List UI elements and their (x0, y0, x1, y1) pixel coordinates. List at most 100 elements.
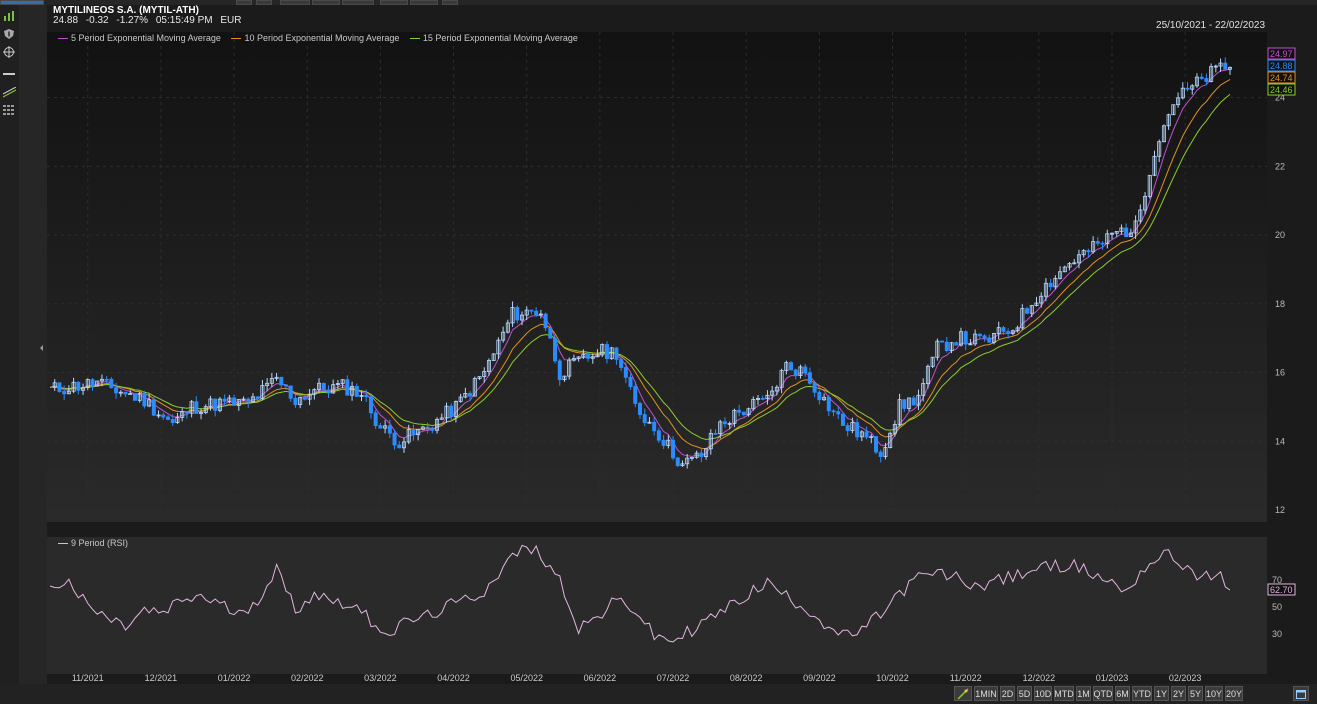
top-tab[interactable] (342, 0, 374, 5)
range-button-6m[interactable]: 6M (1115, 686, 1130, 701)
rsi-line (49, 544, 1231, 643)
candle-body (1029, 305, 1034, 314)
date-tick-label: 01/2023 (1096, 673, 1129, 683)
candle-body (128, 393, 133, 395)
horizontal-line-icon[interactable] (1, 67, 17, 81)
candle-body (878, 451, 883, 457)
top-tab[interactable] (256, 0, 272, 5)
top-tab[interactable] (236, 0, 252, 5)
top-tab[interactable] (442, 0, 458, 5)
candle-body (807, 372, 812, 384)
candle-body (397, 444, 402, 449)
range-button-10d[interactable]: 10D (1034, 686, 1052, 701)
candle-body (425, 426, 430, 429)
candle-body (246, 398, 251, 403)
top-tab[interactable] (410, 0, 438, 5)
panel-collapse-handle[interactable] (19, 5, 47, 685)
range-button-2d[interactable]: 2D (1000, 686, 1015, 701)
shield-icon[interactable] (1, 27, 17, 41)
candle-body (147, 399, 152, 407)
candle-body (477, 376, 482, 379)
range-button-10y[interactable]: 10Y (1205, 686, 1223, 701)
top-toolbar-strip (0, 0, 1317, 5)
legend-label: 10 Period Exponential Moving Average (244, 33, 400, 43)
top-tab[interactable] (280, 0, 310, 5)
candle-body (1091, 241, 1096, 253)
candle-body (619, 359, 624, 368)
bar-chart-icon[interactable] (1, 9, 17, 23)
range-button-1y[interactable]: 1Y (1154, 686, 1169, 701)
candle-body (321, 382, 326, 391)
top-tab[interactable] (380, 0, 408, 5)
candle-body (496, 339, 501, 355)
date-tick-label: 12/2022 (1023, 673, 1056, 683)
candle-body (331, 384, 336, 394)
candle-body (501, 331, 506, 341)
candle-body (444, 405, 449, 419)
range-button-1m[interactable]: 1M (1076, 686, 1091, 701)
candle-body (774, 386, 779, 392)
legend-swatch (409, 38, 420, 40)
candle-body (76, 381, 81, 391)
top-tab[interactable] (312, 0, 340, 5)
date-tick-label: 11/2021 (72, 673, 104, 683)
candle-body (1048, 282, 1053, 288)
price-tick-label: 12 (1275, 505, 1285, 515)
chart-legend: 5 Period Exponential Moving Average 10 P… (58, 33, 586, 43)
grid-icon[interactable] (1, 103, 17, 117)
candle-body (52, 382, 57, 388)
candle-body (789, 362, 794, 371)
candle-body (1020, 308, 1025, 329)
candle-body (647, 421, 652, 424)
range-button-5d[interactable]: 5D (1017, 686, 1032, 701)
candle-body (180, 411, 185, 418)
calendar-icon[interactable] (1293, 686, 1309, 701)
date-range: 25/10/2021 - 22/02/2023 (1156, 20, 1265, 31)
candle-body (1053, 278, 1058, 288)
range-button-1min[interactable]: 1MIN (974, 686, 998, 701)
candle-body (114, 387, 119, 394)
range-button-qtd[interactable]: QTD (1093, 686, 1113, 701)
date-tick-label: 01/2022 (218, 673, 251, 683)
grid-lines (47, 32, 1267, 522)
candle-body (265, 382, 270, 386)
date-tick-label: 03/2022 (364, 673, 397, 683)
candle-body (524, 309, 529, 316)
candle-body (954, 342, 959, 346)
range-button-5y[interactable]: 5Y (1188, 686, 1203, 701)
candle-body (99, 378, 104, 382)
legend-item[interactable]: 15 Period Exponential Moving Average (409, 33, 578, 43)
candle-body (722, 421, 727, 425)
trend-line-icon[interactable] (1, 85, 17, 99)
candle-body (288, 385, 293, 399)
candle-body (1039, 295, 1044, 304)
candle-body (439, 417, 444, 420)
candle-body (600, 344, 605, 356)
range-button-2y[interactable]: 2Y (1171, 686, 1186, 701)
candle-body (595, 354, 600, 358)
draw-tool-icon[interactable] (954, 686, 972, 701)
legend-item[interactable]: 10 Period Exponential Moving Average (231, 33, 399, 43)
candle-body (751, 399, 756, 410)
legend-item[interactable]: 5 Period Exponential Moving Average (58, 33, 221, 43)
candle-body (1190, 85, 1195, 90)
range-button-ytd[interactable]: YTD (1132, 686, 1152, 701)
candle-body (203, 406, 208, 413)
candle-body (571, 358, 576, 361)
crosshair-icon[interactable] (1, 45, 17, 59)
top-tab-active[interactable] (0, 0, 44, 5)
price-chart[interactable]: 12 14 16 18 20 22 24 30 50 70 11/2021 12/2021 01/2… (47, 5, 1317, 684)
range-button-20y[interactable]: 20Y (1225, 686, 1243, 701)
candle-body (57, 382, 62, 392)
candle-body (142, 393, 147, 407)
candle-body (590, 356, 595, 359)
range-button-mtd[interactable]: MTD (1054, 686, 1074, 701)
date-tick-label: 11/2022 (950, 673, 982, 683)
rsi-legend[interactable]: 9 Period (RSI) (58, 538, 128, 548)
candle-body (949, 342, 954, 351)
candle-body (746, 408, 751, 416)
candle-body (538, 313, 543, 316)
candle-body (406, 429, 411, 443)
candle-body (345, 379, 350, 396)
last-value-box (1267, 71, 1296, 84)
